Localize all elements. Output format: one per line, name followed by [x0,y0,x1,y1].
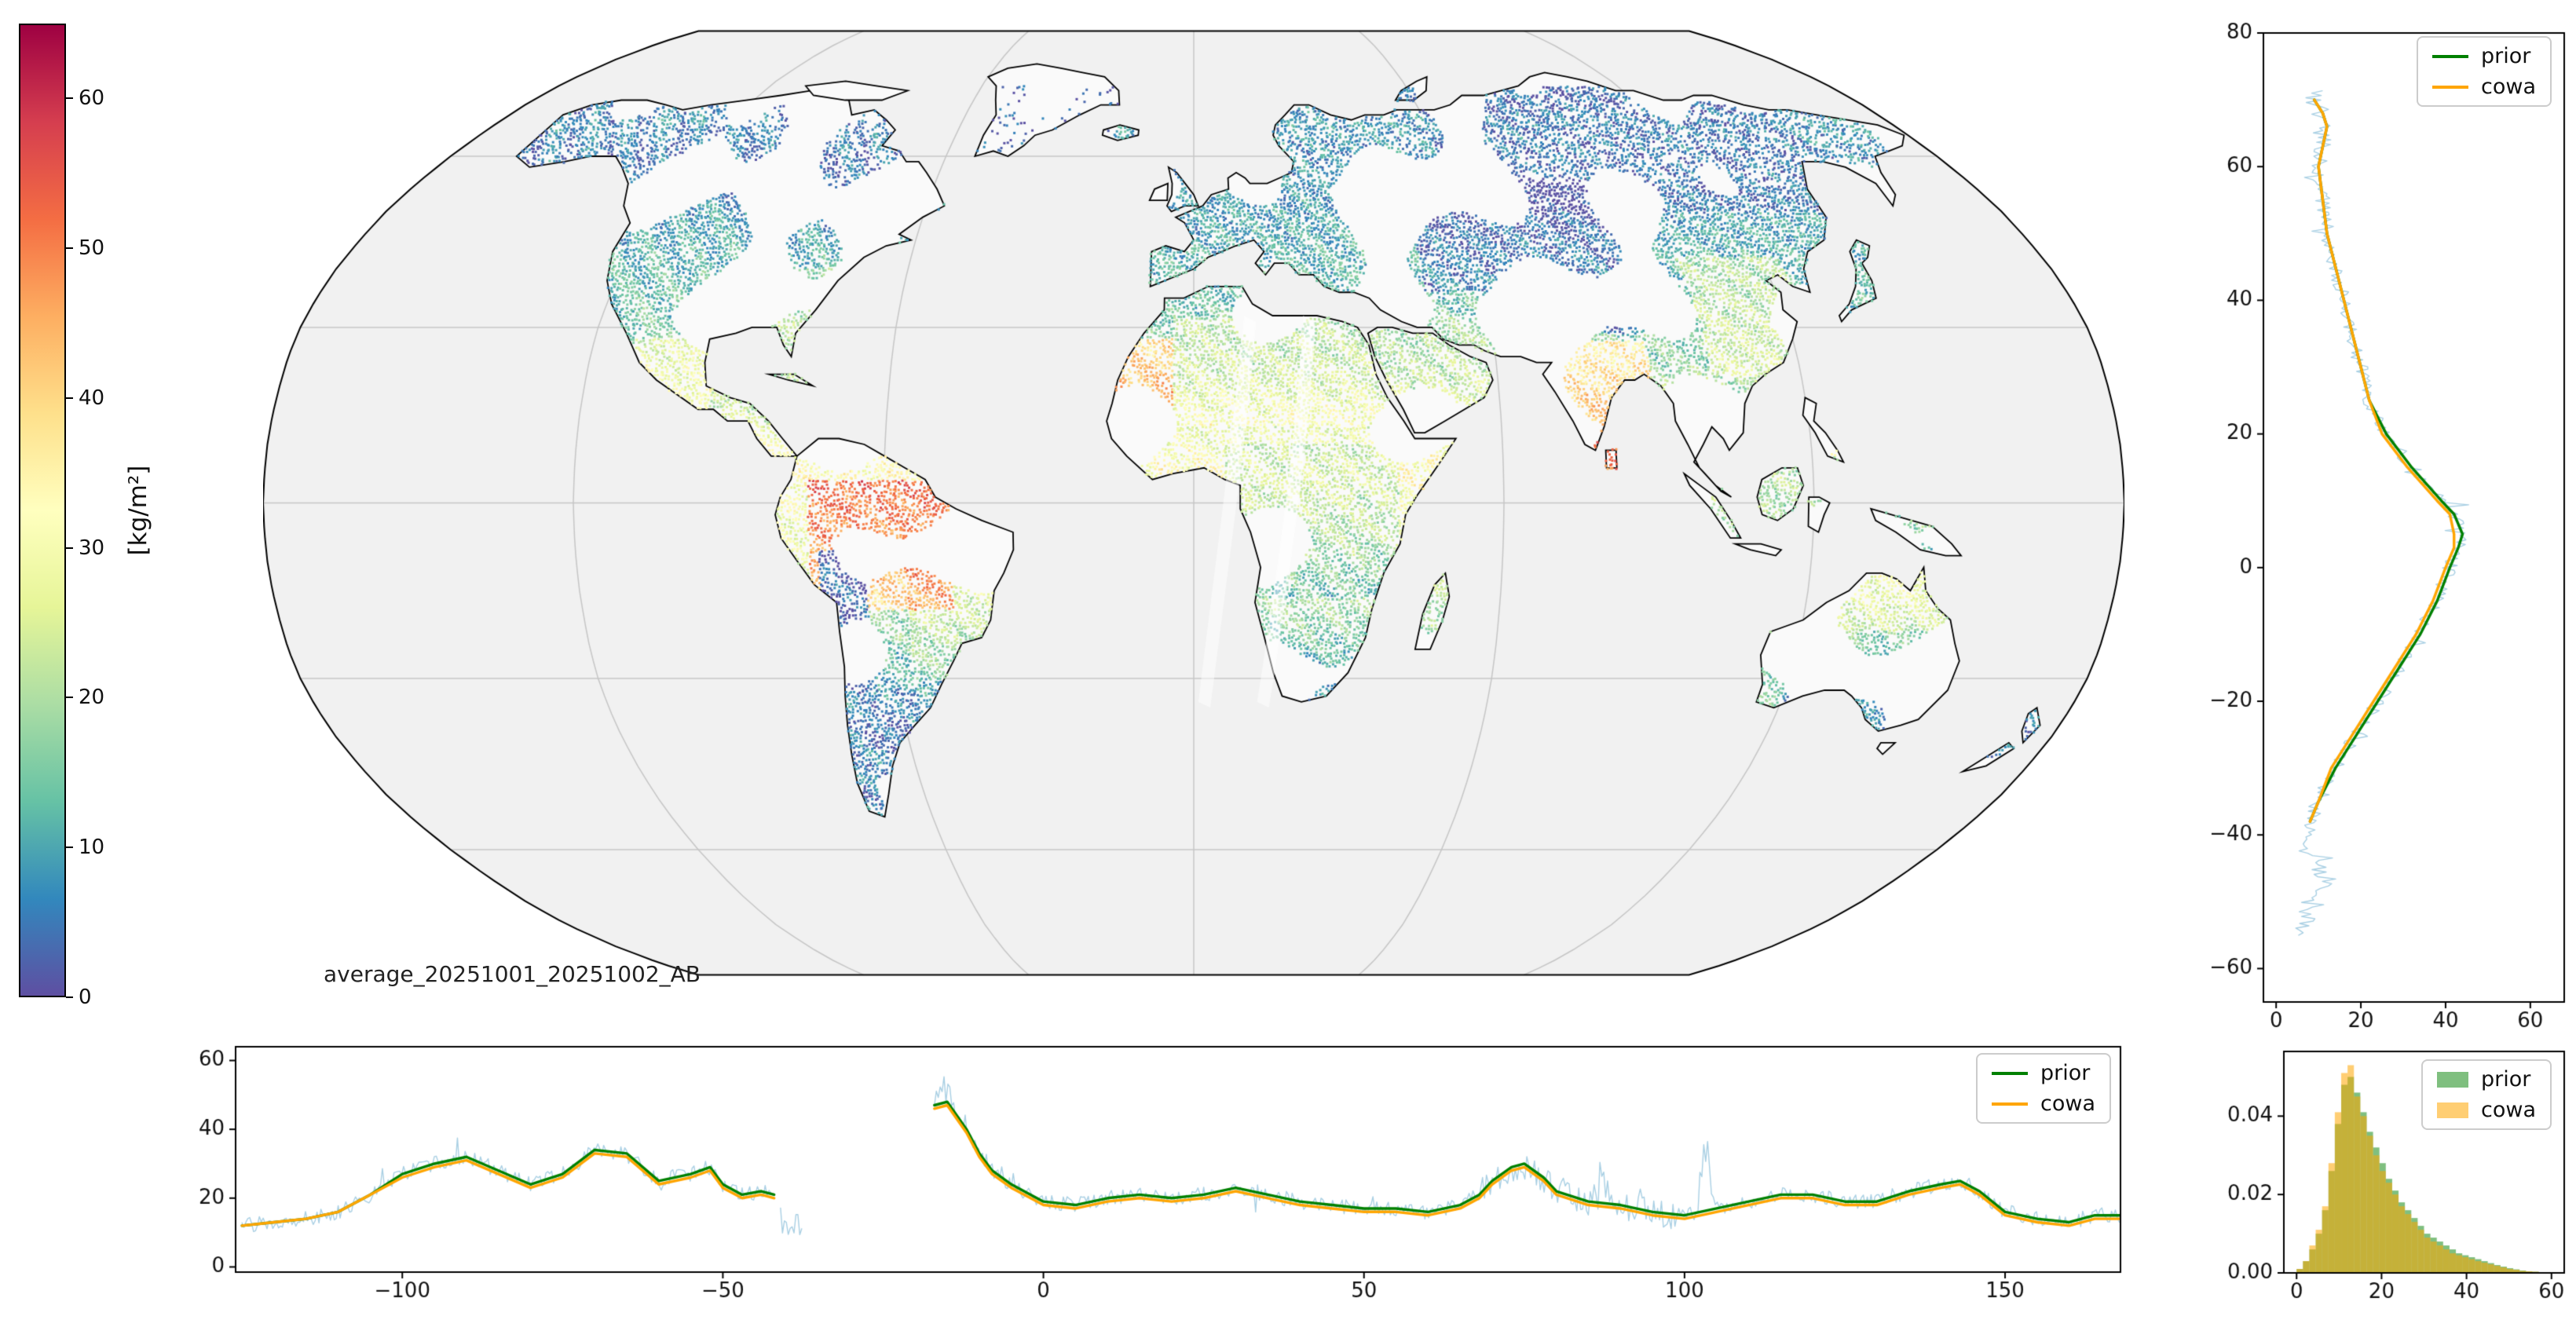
prior-line-swatch [1992,1071,2028,1075]
colorbar-tick-label: 50 [79,236,105,261]
legend-label-prior: prior [2481,44,2531,68]
legend-label-cowa: cowa [2040,1091,2095,1116]
colorbar [19,24,66,997]
legend-label-cowa: cowa [2481,75,2536,99]
legend-item-prior: prior [2432,44,2536,68]
legend-item-prior: prior [1992,1061,2095,1085]
colorbar-tick-mark [66,397,73,399]
legend-label-prior: prior [2481,1067,2531,1091]
colorbar-tick-mark [66,247,73,250]
cowa-fill-swatch [2437,1102,2468,1118]
legend-item-cowa: cowa [2437,1098,2536,1122]
cowa-line-swatch [2432,85,2468,89]
colorbar-tick-label: 20 [79,686,105,710]
colorbar-label: [kg/m²] [124,465,152,556]
colorbar-tick-label: 10 [79,836,105,860]
colorbar-tick-mark [66,547,73,549]
latitude-profile-canvas [2187,12,2576,1056]
longitude-profile-canvas [141,1033,2152,1327]
lat-profile-legend: prior cowa [2417,36,2552,107]
map-annotation: average_20251001_20251002_AB [324,961,701,987]
colorbar-tick-mark [66,97,73,100]
world-map-canvas [263,14,2124,992]
colorbar-tick-mark [66,847,73,849]
legend-label-prior: prior [2040,1061,2091,1085]
histogram-legend: prior cowa [2421,1059,2552,1130]
colorbar-tick-label: 60 [79,86,105,111]
colorbar-tick-label: 0 [79,985,92,1009]
legend-item-prior: prior [2437,1067,2536,1091]
legend-item-cowa: cowa [1992,1091,2095,1116]
legend-label-cowa: cowa [2481,1098,2536,1122]
colorbar-tick-label: 30 [79,536,105,560]
colorbar-tick-mark [66,697,73,699]
legend-item-cowa: cowa [2432,75,2536,99]
prior-fill-swatch [2437,1071,2468,1088]
colorbar-tick-label: 40 [79,386,105,410]
colorbar-tick-mark [66,996,73,998]
lon-profile-legend: prior cowa [1976,1053,2111,1124]
cowa-line-swatch [1992,1102,2028,1106]
prior-line-swatch [2432,54,2468,58]
